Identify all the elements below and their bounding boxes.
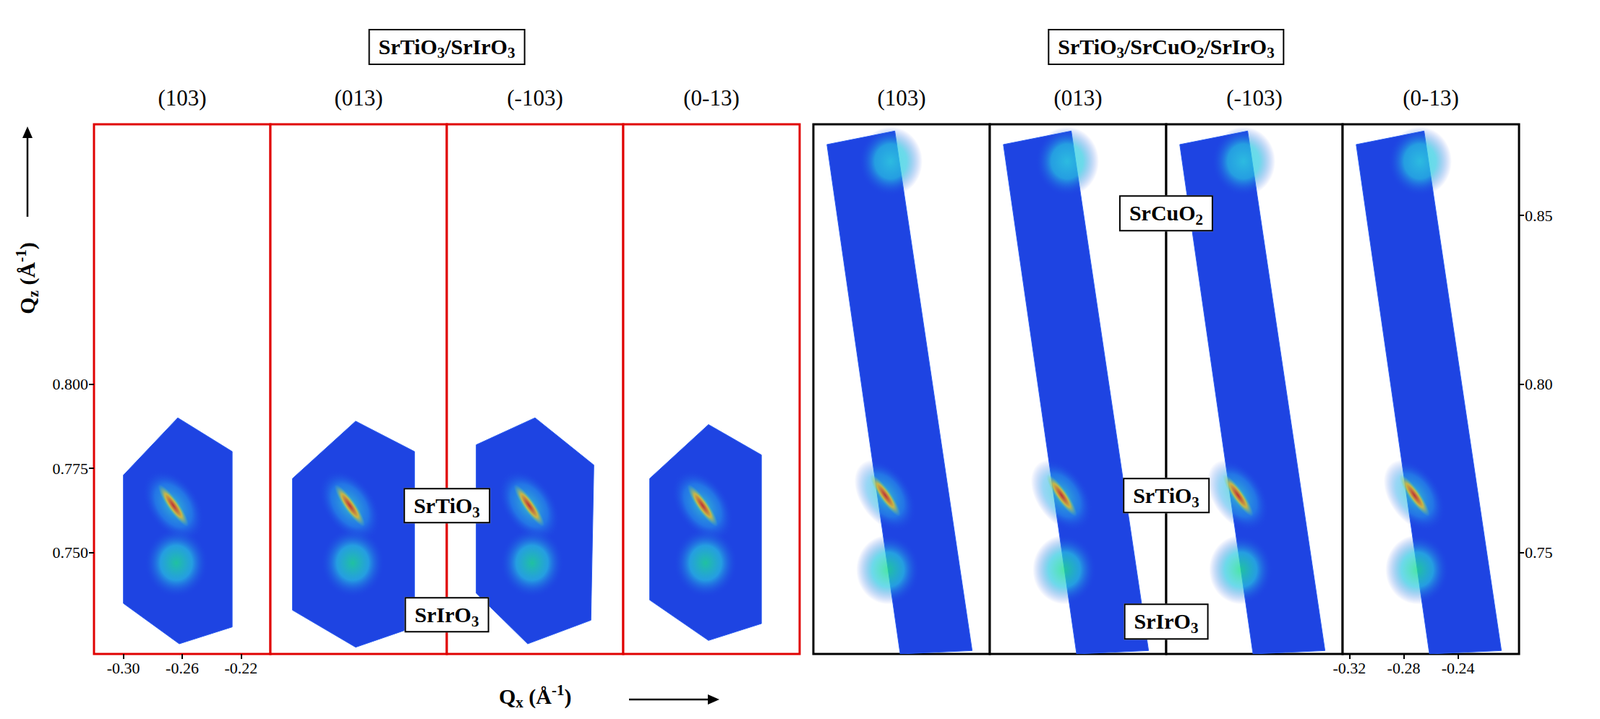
html-text:Qx(Å-1): Qx(Å-1) bbox=[498, 682, 572, 712]
html-text:(103): (103) bbox=[157, 85, 207, 111]
html-text:SrIrO3: SrIrO3 bbox=[414, 603, 479, 631]
svg-text:-0.30: -0.30 bbox=[107, 659, 141, 678]
html-text:SrTiO3: SrTiO3 bbox=[1133, 483, 1200, 511]
html-text:(0-13): (0-13) bbox=[1402, 85, 1459, 111]
html-text:SrTiO3: SrTiO3 bbox=[413, 493, 480, 521]
html-text:(-103): (-103) bbox=[1226, 85, 1283, 111]
svg-text:0.775: 0.775 bbox=[52, 459, 89, 478]
svg-text:-0.24: -0.24 bbox=[1441, 659, 1475, 678]
html-text:Q: Q bbox=[15, 297, 40, 315]
html-text:(Å: (Å bbox=[15, 262, 40, 291]
html-text:SrTiO3/SrIrO3: SrTiO3/SrIrO3 bbox=[378, 34, 516, 62]
html-text:(103): (103) bbox=[877, 85, 926, 111]
svg-text:-0.26: -0.26 bbox=[165, 659, 199, 678]
svg-text:-0.22: -0.22 bbox=[224, 659, 258, 678]
html-text:(013): (013) bbox=[1053, 85, 1103, 111]
svg-text:-0.32: -0.32 bbox=[1332, 659, 1366, 678]
html-text:(0-13): (0-13) bbox=[683, 85, 740, 111]
svg-text:0.75: 0.75 bbox=[1524, 543, 1554, 562]
html-text:SrCuO2: SrCuO2 bbox=[1129, 201, 1204, 229]
html-text:(-103): (-103) bbox=[507, 85, 564, 111]
svg-text:0.750: 0.750 bbox=[52, 543, 89, 562]
html-text:SrIrO3: SrIrO3 bbox=[1134, 609, 1199, 637]
html-text:-1: -1 bbox=[12, 249, 31, 263]
svg-text:-0.28: -0.28 bbox=[1387, 659, 1421, 678]
svg-text:0.85: 0.85 bbox=[1524, 206, 1554, 225]
html-text:SrTiO3/SrCuO2/SrIrO3: SrTiO3/SrCuO2/SrIrO3 bbox=[1057, 34, 1275, 62]
svg-text:0.800: 0.800 bbox=[52, 375, 89, 394]
svg-text:0.80: 0.80 bbox=[1524, 375, 1554, 394]
html-text:(013): (013) bbox=[334, 85, 383, 111]
html-text:z: z bbox=[24, 290, 43, 298]
